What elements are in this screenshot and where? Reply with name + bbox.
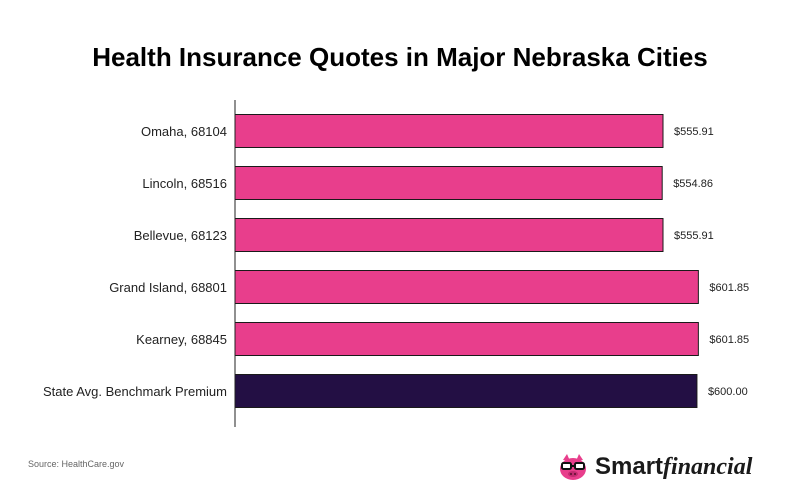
brand-wordmark: Smartfinancial (595, 453, 752, 481)
bar (234, 114, 664, 148)
bar (234, 270, 699, 304)
category-label: Kearney, 68845 (136, 332, 227, 347)
category-label: Omaha, 68104 (141, 124, 227, 139)
brand-financial-text: financial (663, 454, 753, 480)
source-note: Source: HealthCare.gov (28, 459, 125, 469)
value-label: $554.86 (673, 178, 713, 190)
value-label: $555.91 (674, 126, 714, 138)
bar (234, 218, 664, 252)
smartfinancial-logo: Smartfinancial (557, 451, 777, 483)
bar (234, 374, 698, 408)
value-label: $600.00 (708, 386, 748, 398)
bar (234, 322, 699, 356)
brand-smart-text: Smart (595, 453, 664, 480)
chart-title: Health Insurance Quotes in Major Nebrask… (92, 42, 708, 72)
value-label: $601.85 (709, 334, 749, 346)
pig-with-glasses-icon (560, 454, 586, 480)
category-label: Bellevue, 68123 (134, 228, 227, 243)
value-label: $601.85 (709, 282, 749, 294)
category-label: Grand Island, 68801 (109, 280, 227, 295)
category-label: Lincoln, 68516 (142, 176, 227, 191)
value-label: $555.91 (674, 230, 714, 242)
bar (234, 166, 663, 200)
category-label: State Avg. Benchmark Premium (43, 384, 227, 399)
